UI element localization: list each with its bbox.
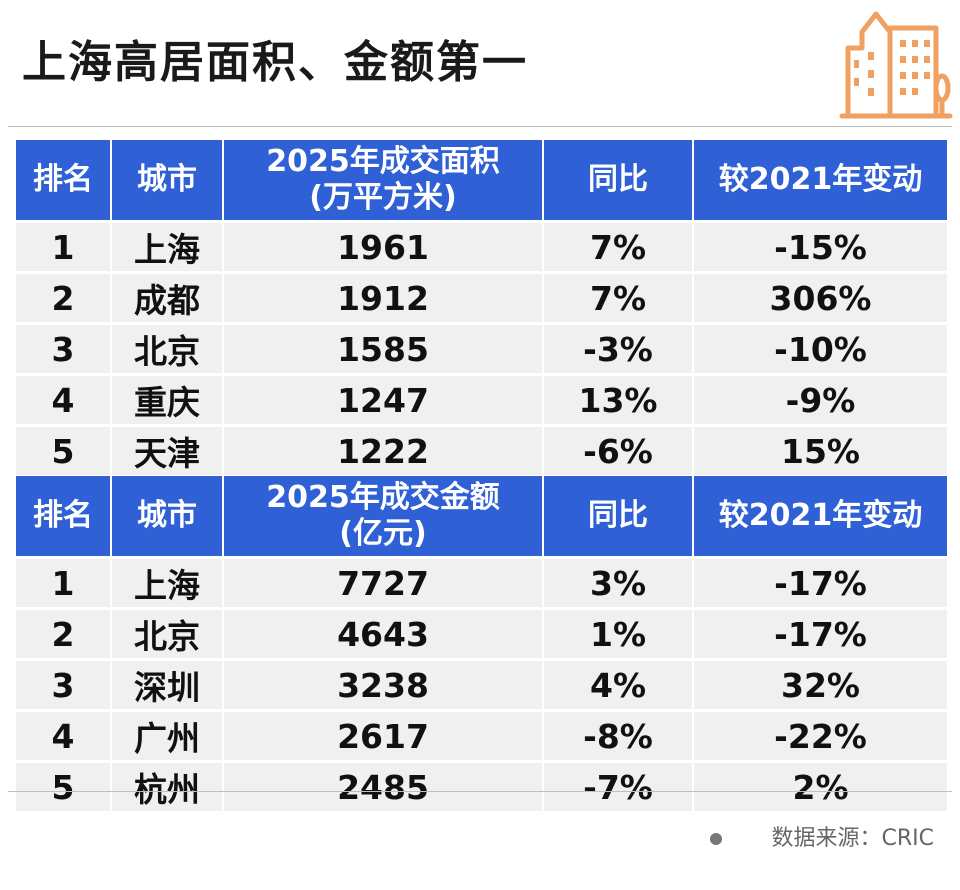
page-title: 上海高居面积、金额第一 (22, 37, 528, 88)
table-cell: 1912 (224, 274, 542, 322)
table-cell: -9% (694, 376, 947, 424)
bottom-divider (8, 791, 952, 792)
table-cell: 1585 (224, 325, 542, 373)
table-cell: 1 (16, 559, 110, 607)
table-cell: 4 (16, 376, 110, 424)
table-cell: 2 (16, 610, 110, 658)
column-header-line: 2025年成交面积 (266, 144, 500, 179)
table-cell: 杭州 (112, 763, 222, 811)
column-header: 2025年成交面积 (万平方米) (224, 140, 542, 220)
table-cell: 4% (544, 661, 692, 709)
table-row: 1 上海 7727 3% -17% (16, 559, 947, 607)
table-cell: 3238 (224, 661, 542, 709)
table-row: 2 成都 1912 7% 306% (16, 274, 947, 322)
table-cell: 7727 (224, 559, 542, 607)
table-cell: -15% (694, 223, 947, 271)
table-cell: -10% (694, 325, 947, 373)
table-cell: 15% (694, 427, 947, 475)
table-cell: 2617 (224, 712, 542, 760)
table-cell: 7% (544, 223, 692, 271)
table-header-row: 排名 城市 2025年成交面积 (万平方米) 同比 较2021年变动 (16, 140, 947, 220)
table-cell: -17% (694, 610, 947, 658)
table-cell: 13% (544, 376, 692, 424)
column-header-line: (亿元) (339, 516, 427, 551)
table-cell: 上海 (112, 559, 222, 607)
table-cell: 4 (16, 712, 110, 760)
column-header: 2025年成交金额 (亿元) (224, 476, 542, 556)
table-cell: 北京 (112, 610, 222, 658)
table-row: 5 杭州 2485 -7% 2% (16, 763, 947, 811)
table-cell: -7% (544, 763, 692, 811)
column-header: 排名 (16, 140, 110, 220)
table-cell: 5 (16, 763, 110, 811)
column-header: 排名 (16, 476, 110, 556)
bullet-icon (709, 833, 722, 845)
column-header: 较2021年变动 (694, 476, 947, 556)
table-cell: -22% (694, 712, 947, 760)
amount-table: 排名 城市 2025年成交金额 (亿元) 同比 较2021年变动 1 上海 77… (14, 473, 949, 814)
table-cell: 1961 (224, 223, 542, 271)
table-cell: 重庆 (112, 376, 222, 424)
column-header: 同比 (544, 140, 692, 220)
table-cell: 成都 (112, 274, 222, 322)
table-cell: -3% (544, 325, 692, 373)
column-header-line: (万平方米) (309, 180, 457, 215)
column-header-line: 2025年成交金额 (266, 480, 500, 515)
table-row: 4 广州 2617 -8% -22% (16, 712, 947, 760)
column-header: 城市 (112, 140, 222, 220)
table-cell: 2 (16, 274, 110, 322)
column-header: 较2021年变动 (694, 140, 947, 220)
table-cell: 1 (16, 223, 110, 271)
table-cell: 1247 (224, 376, 542, 424)
table-cell: 2% (694, 763, 947, 811)
table-cell: 1222 (224, 427, 542, 475)
table-row: 1 上海 1961 7% -15% (16, 223, 947, 271)
table-cell: 32% (694, 661, 947, 709)
column-header: 城市 (112, 476, 222, 556)
table-row: 5 天津 1222 -6% 15% (16, 427, 947, 475)
table-cell: 2485 (224, 763, 542, 811)
table-cell: 7% (544, 274, 692, 322)
table-cell: 1% (544, 610, 692, 658)
top-divider (8, 126, 952, 127)
source-text: 数据来源：CRIC (771, 826, 935, 851)
table-cell: 306% (694, 274, 947, 322)
table-row: 3 深圳 3238 4% 32% (16, 661, 947, 709)
table-cell: -8% (544, 712, 692, 760)
table-cell: 北京 (112, 325, 222, 373)
table-cell: 3 (16, 661, 110, 709)
table-row: 3 北京 1585 -3% -10% (16, 325, 947, 373)
table-header-row: 排名 城市 2025年成交金额 (亿元) 同比 较2021年变动 (16, 476, 947, 556)
table-cell: 上海 (112, 223, 222, 271)
table-cell: 广州 (112, 712, 222, 760)
area-table: 排名 城市 2025年成交面积 (万平方米) 同比 较2021年变动 1 上海 … (14, 137, 949, 478)
table-cell: 4643 (224, 610, 542, 658)
column-header: 同比 (544, 476, 692, 556)
table-cell: 3% (544, 559, 692, 607)
table-cell: -17% (694, 559, 947, 607)
buildings-icon (839, 11, 953, 119)
table-cell: -6% (544, 427, 692, 475)
table-cell: 深圳 (112, 661, 222, 709)
source-note: 数据来源：CRIC (709, 820, 935, 852)
table-row: 4 重庆 1247 13% -9% (16, 376, 947, 424)
table-cell: 3 (16, 325, 110, 373)
table-row: 2 北京 4643 1% -17% (16, 610, 947, 658)
table-cell: 天津 (112, 427, 222, 475)
table-cell: 5 (16, 427, 110, 475)
